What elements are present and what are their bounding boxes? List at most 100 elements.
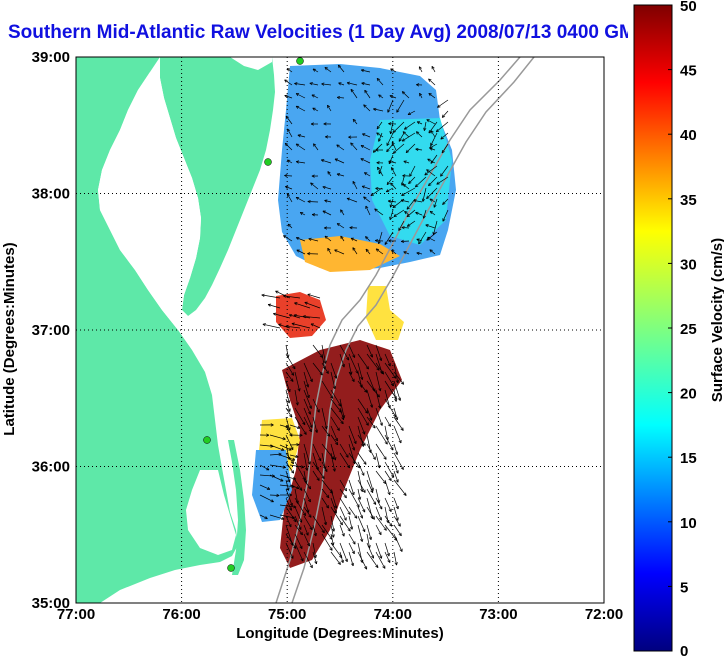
- velocity-arrow-head: [324, 426, 327, 430]
- velocity-arrow-head: [394, 375, 397, 379]
- velocity-arrow-head: [430, 161, 434, 164]
- velocity-arrow-head: [281, 516, 285, 520]
- velocity-arrow-head: [346, 82, 350, 85]
- velocity-arrow-head: [309, 565, 313, 569]
- velocity-arrow-head: [371, 517, 375, 520]
- velocity-arrow-head: [388, 122, 392, 125]
- velocity-arrow-head: [295, 197, 299, 200]
- velocity-arrow-head: [307, 461, 311, 465]
- velocity-arrow: [429, 147, 436, 151]
- velocity-arrow-head: [415, 147, 419, 150]
- velocity-arrow-head: [440, 173, 442, 177]
- velocity-arrow-head: [307, 201, 311, 204]
- velocity-arrow-head: [362, 376, 364, 380]
- velocity-arrow-head: [375, 239, 379, 241]
- velocity-arrow-head: [349, 371, 352, 375]
- velocity-arrow-head: [403, 126, 407, 130]
- velocity-arrow: [357, 434, 366, 446]
- velocity-arrow-head: [348, 135, 352, 138]
- velocity-arrow: [365, 205, 371, 216]
- velocity-arrow-head: [331, 534, 334, 538]
- velocity-arrow: [406, 209, 416, 218]
- velocity-arrow: [259, 444, 274, 447]
- velocity-arrow-head: [386, 143, 390, 146]
- velocity-arrow: [398, 220, 405, 231]
- velocity-arrow: [393, 524, 402, 536]
- velocity-arrow-head: [352, 247, 356, 250]
- velocity-arrow-head: [307, 253, 311, 256]
- velocity-arrow-head: [422, 198, 425, 202]
- velocity-arrow-head: [296, 249, 299, 253]
- velocity-arrow-head: [426, 169, 430, 171]
- velocity-arrow: [312, 452, 319, 471]
- velocity-arrow: [287, 159, 293, 164]
- velocity-arrow: [348, 551, 354, 567]
- velocity-arrow-head: [347, 81, 351, 84]
- velocity-arrow: [285, 515, 292, 528]
- velocity-arrow: [405, 143, 416, 153]
- velocity-arrow: [390, 198, 394, 208]
- velocity-arrow-head: [377, 166, 381, 169]
- velocity-arrow-head: [407, 225, 411, 227]
- velocity-arrow-head: [363, 462, 367, 465]
- velocity-arrow: [401, 187, 416, 196]
- velocity-arrow-head: [385, 527, 387, 531]
- velocity-arrow-head: [442, 116, 446, 118]
- velocity-arrow-head: [265, 516, 268, 519]
- velocity-arrow: [348, 344, 356, 358]
- velocity-arrow-head: [287, 223, 290, 228]
- velocity-arrow: [285, 479, 289, 491]
- velocity-arrow: [419, 93, 423, 99]
- colorbar-label: Surface Velocity (cm/s): [709, 237, 724, 403]
- velocity-arrow-head: [378, 367, 380, 371]
- velocity-arrow-head: [341, 533, 345, 537]
- velocity-arrow-head: [351, 526, 354, 530]
- velocity-arrow-head: [360, 158, 363, 162]
- velocity-arrow: [404, 121, 416, 130]
- colorbar-tick-marks: [668, 4, 672, 652]
- velocity-arrow-head: [318, 458, 322, 462]
- velocity-arrow: [433, 220, 438, 235]
- velocity-arrow: [312, 470, 320, 481]
- velocity-arrow-head: [295, 402, 298, 406]
- velocity-arrow: [330, 506, 343, 526]
- velocity-arrow-head: [295, 545, 297, 549]
- velocity-arrow-head: [362, 529, 366, 533]
- velocity-arrow-head: [321, 82, 325, 85]
- velocity-arrow-head: [428, 78, 432, 81]
- velocity-arrow: [285, 325, 301, 329]
- velocity-arrow-head: [435, 128, 438, 133]
- velocity-arrow: [384, 551, 391, 563]
- velocity-arrow-head: [288, 524, 292, 528]
- station-marker: [227, 564, 235, 572]
- velocity-arrow: [286, 68, 293, 73]
- velocity-arrow-head: [370, 194, 374, 197]
- velocity-arrow: [430, 132, 438, 146]
- velocity-arrow: [357, 452, 367, 465]
- velocity-arrow-head: [309, 461, 311, 465]
- velocity-arrow-head: [427, 158, 430, 162]
- velocity-arrow-head: [376, 368, 380, 371]
- velocity-arrow-head: [302, 513, 306, 516]
- velocity-arrow: [339, 443, 349, 458]
- velocity-arrow-head: [285, 115, 289, 118]
- velocity-arrow-head: [307, 384, 310, 388]
- velocity-arrow-head: [419, 92, 423, 96]
- velocity-arrow-head: [383, 457, 387, 460]
- velocity-arrow-head: [313, 143, 315, 147]
- velocity-arrow: [303, 443, 311, 465]
- velocity-arrow-head: [402, 175, 406, 178]
- velocity-arrow-head: [396, 110, 400, 113]
- velocity-arrow: [429, 143, 438, 149]
- velocity-arrow: [357, 524, 363, 542]
- velocity-arrow-head: [267, 304, 271, 307]
- colorbar-tick-label: 30: [680, 256, 697, 273]
- velocity-arrow-head: [440, 174, 444, 177]
- velocity-arrow: [303, 380, 310, 398]
- velocity-arrow-head: [360, 69, 364, 73]
- velocity-arrow-head: [431, 66, 435, 69]
- velocity-arrow-head: [324, 235, 327, 240]
- velocity-arrow-head: [311, 213, 316, 215]
- velocity-arrow: [259, 514, 268, 520]
- velocity-arrow: [425, 224, 436, 229]
